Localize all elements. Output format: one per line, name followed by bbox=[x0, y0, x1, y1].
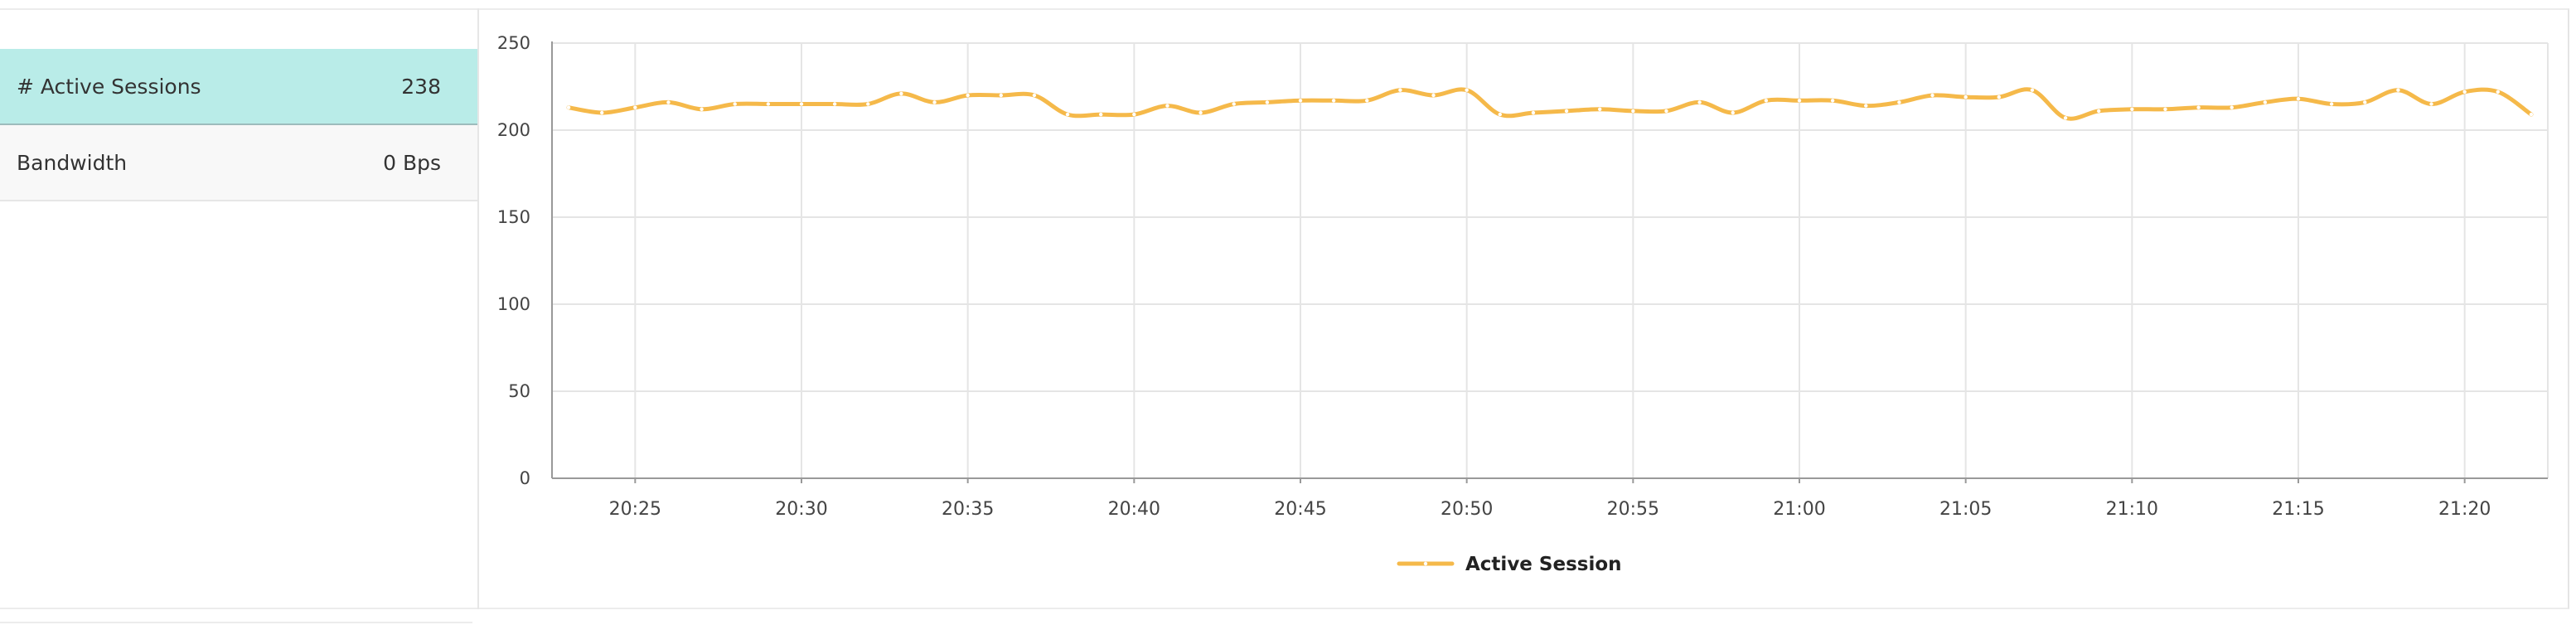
data-point bbox=[1664, 109, 1668, 114]
data-point bbox=[1764, 99, 1769, 103]
divider bbox=[0, 622, 472, 623]
y-tick-label: 100 bbox=[497, 294, 530, 314]
data-point bbox=[2196, 105, 2201, 109]
data-point bbox=[832, 102, 837, 106]
grid bbox=[552, 42, 2549, 479]
data-point bbox=[932, 100, 937, 104]
data-point bbox=[2163, 107, 2167, 111]
data-point bbox=[1830, 99, 1835, 103]
y-tick-label: 50 bbox=[508, 381, 530, 401]
data-point bbox=[1864, 104, 1868, 108]
panel-frame bbox=[0, 8, 2569, 609]
data-point bbox=[1897, 100, 1901, 104]
legend[interactable]: Active Session bbox=[1397, 554, 1622, 575]
metric-row-bandwidth[interactable]: Bandwidth 0 Bps bbox=[0, 125, 477, 201]
data-point bbox=[2230, 105, 2234, 109]
y-tick-label: 0 bbox=[520, 468, 530, 488]
x-tick-label: 20:50 bbox=[1441, 499, 1493, 520]
metric-label: # Active Sessions bbox=[17, 74, 201, 99]
data-point bbox=[733, 102, 737, 106]
data-point bbox=[2462, 90, 2467, 94]
x-tick-label: 21:10 bbox=[2106, 499, 2158, 520]
data-point bbox=[1631, 109, 1635, 114]
x-tick-label: 21:20 bbox=[2438, 499, 2491, 520]
series-active-session bbox=[566, 87, 2534, 121]
x-tick-label: 20:35 bbox=[942, 499, 994, 520]
x-tick-label: 21:05 bbox=[1939, 499, 1992, 520]
data-point bbox=[2429, 102, 2433, 106]
data-point bbox=[1697, 100, 1702, 104]
data-point bbox=[1797, 99, 1802, 103]
data-point bbox=[1465, 88, 1469, 92]
x-tick-label: 21:15 bbox=[2272, 499, 2324, 520]
data-point bbox=[700, 107, 704, 111]
data-point bbox=[899, 91, 903, 96]
y-tick-label: 250 bbox=[497, 33, 530, 53]
data-point bbox=[666, 100, 671, 104]
data-point bbox=[966, 93, 970, 98]
data-point bbox=[1498, 112, 1503, 117]
data-point bbox=[1165, 104, 1169, 108]
metric-value: 238 bbox=[401, 74, 441, 99]
data-point bbox=[1298, 99, 1303, 103]
data-point bbox=[1132, 112, 1136, 117]
data-point bbox=[1731, 110, 1735, 115]
data-point bbox=[2496, 90, 2500, 94]
data-point bbox=[999, 93, 1003, 98]
data-point bbox=[1331, 99, 1336, 103]
data-point bbox=[1032, 93, 1037, 98]
data-point bbox=[1365, 99, 1369, 103]
x-tick-label: 20:55 bbox=[1607, 499, 1659, 520]
data-point bbox=[2396, 88, 2400, 92]
data-point bbox=[2063, 116, 2068, 120]
series-line bbox=[566, 87, 2534, 121]
data-point bbox=[866, 102, 870, 106]
data-point bbox=[1431, 93, 1436, 98]
data-point bbox=[1997, 94, 2001, 99]
data-point bbox=[1564, 109, 1569, 114]
x-tick-label: 20:45 bbox=[1274, 499, 1326, 520]
data-point bbox=[1065, 112, 1070, 117]
metric-label: Bandwidth bbox=[17, 150, 128, 175]
data-point bbox=[2529, 112, 2534, 117]
y-tick-label: 200 bbox=[497, 120, 530, 140]
line-chart: 0 50 100 150 200 250 20:25 20:30 20:35 20:40 20:45… bbox=[497, 33, 2549, 575]
x-tick-label: 21:00 bbox=[1773, 499, 1825, 520]
axes: 0 50 100 150 200 250 20:25 20:30 20:35 20:40 20:45… bbox=[497, 33, 2548, 520]
chart-area: 0 50 100 150 200 250 20:25 20:30 20:35 20:40 20:45… bbox=[481, 10, 2568, 607]
data-point bbox=[2363, 100, 2367, 104]
data-point bbox=[799, 102, 804, 106]
data-point bbox=[633, 105, 637, 109]
data-point bbox=[2263, 100, 2268, 104]
data-point bbox=[2329, 102, 2334, 106]
metric-value: 0 Bps bbox=[383, 150, 441, 175]
data-point bbox=[566, 105, 571, 109]
data-point bbox=[2030, 88, 2035, 92]
legend-marker bbox=[1423, 561, 1428, 566]
data-point bbox=[2130, 107, 2134, 111]
x-tick-label: 20:25 bbox=[609, 499, 661, 520]
data-point bbox=[600, 110, 604, 115]
data-point bbox=[1232, 102, 1236, 106]
metrics-sidebar: # Active Sessions 238 Bandwidth 0 Bps bbox=[0, 8, 479, 609]
x-tick-label: 20:30 bbox=[775, 499, 827, 520]
legend-label: Active Session bbox=[1465, 554, 1622, 575]
data-point bbox=[766, 102, 771, 106]
data-point bbox=[1265, 100, 1270, 104]
data-point bbox=[1099, 112, 1103, 117]
y-tick-label: 150 bbox=[497, 207, 530, 227]
data-point bbox=[1198, 110, 1203, 115]
data-point bbox=[1531, 110, 1536, 115]
x-tick-label: 20:40 bbox=[1108, 499, 1160, 520]
data-point bbox=[1598, 107, 1602, 111]
data-point bbox=[2097, 109, 2101, 114]
data-point bbox=[1398, 88, 1402, 92]
data-point bbox=[2296, 97, 2301, 101]
data-point bbox=[1930, 93, 1934, 98]
data-point bbox=[1963, 94, 1968, 99]
metric-row-active-sessions[interactable]: # Active Sessions 238 bbox=[0, 49, 477, 125]
